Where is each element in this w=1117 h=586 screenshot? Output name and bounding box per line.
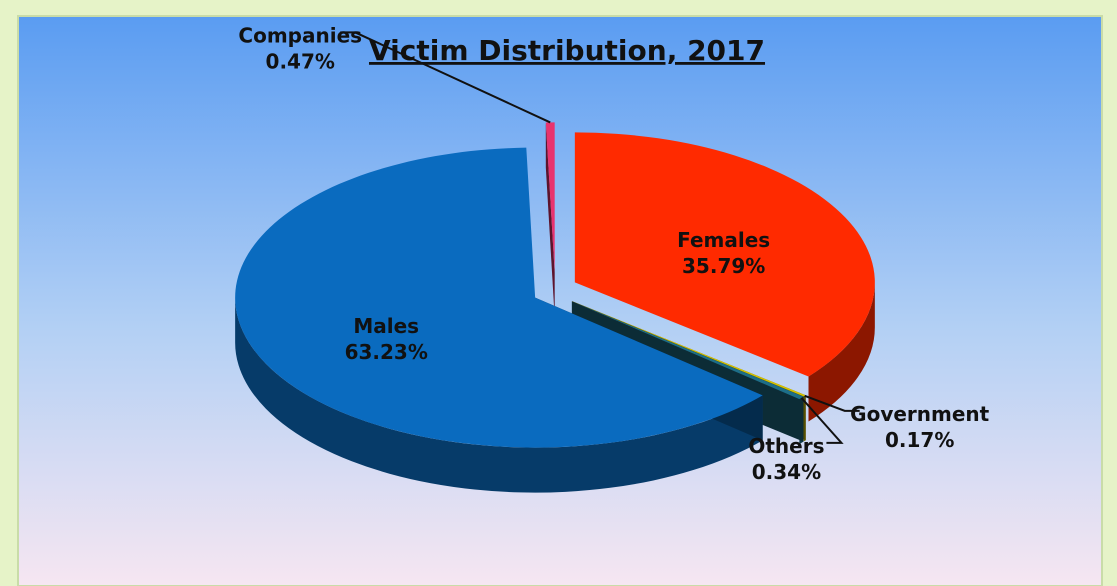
data-label: Males 63.23% bbox=[345, 314, 428, 364]
label-name: Government bbox=[850, 402, 990, 426]
label-name: Others bbox=[748, 434, 824, 458]
slice bbox=[572, 301, 806, 397]
label-name: Females bbox=[677, 228, 770, 252]
slice-wall bbox=[545, 122, 555, 318]
slice bbox=[235, 147, 763, 448]
data-label: Government 0.17% bbox=[850, 402, 990, 452]
slice bbox=[574, 132, 875, 377]
label-value: 63.23% bbox=[345, 340, 428, 364]
slice-side bbox=[808, 282, 875, 422]
data-label: Females 35.79% bbox=[677, 228, 770, 278]
label-value: 0.34% bbox=[752, 460, 821, 484]
panel bbox=[17, 15, 1103, 586]
label-value: 0.17% bbox=[885, 428, 954, 452]
chart-title: Victim Distribution, 2017 bbox=[369, 34, 765, 67]
slice bbox=[545, 122, 555, 273]
label-name: Companies bbox=[238, 23, 362, 47]
label-value: 0.47% bbox=[266, 49, 335, 73]
data-label: Others 0.34% bbox=[748, 434, 824, 484]
slice bbox=[571, 301, 804, 400]
slice-side bbox=[235, 297, 763, 493]
leader-line bbox=[800, 397, 844, 444]
leader-line bbox=[804, 394, 860, 412]
data-label: Companies 0.47% bbox=[238, 23, 362, 73]
label-value: 35.79% bbox=[682, 254, 765, 278]
label-name: Males bbox=[353, 314, 419, 338]
leader-line bbox=[340, 31, 551, 124]
